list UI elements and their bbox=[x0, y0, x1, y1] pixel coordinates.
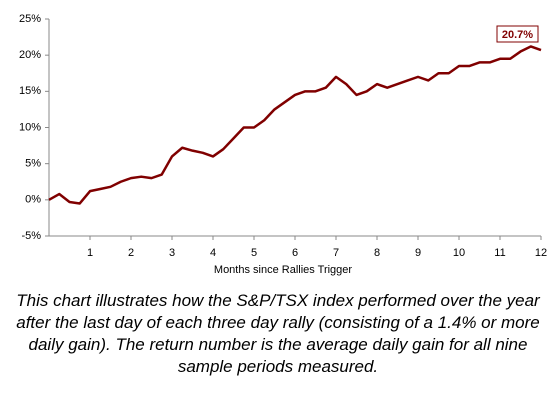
y-tick-label: 20% bbox=[19, 49, 41, 61]
x-tick-label: 12 bbox=[535, 247, 547, 259]
x-tick-label: 9 bbox=[415, 247, 421, 259]
x-tick-label: 1 bbox=[87, 247, 93, 259]
chart: Months since Rallies Trigger -5% 0% 5% 10% 1… bbox=[19, 13, 547, 276]
y-tick-label: 10% bbox=[19, 121, 41, 133]
caption: This chart illustrates how the S&P/TSX i… bbox=[16, 291, 540, 376]
line-series bbox=[48, 45, 542, 205]
x-tick-label: 7 bbox=[333, 247, 339, 259]
x-tick-label: 2 bbox=[128, 247, 134, 259]
x-tick-label: 3 bbox=[169, 247, 175, 259]
annotation-box bbox=[496, 25, 539, 43]
y-tick-label: 5% bbox=[25, 158, 41, 170]
y-tick-label: 25% bbox=[19, 13, 41, 25]
x-tick-label: 8 bbox=[374, 247, 380, 259]
x-tick-label: 5 bbox=[251, 247, 257, 259]
x-tick-label: 10 bbox=[453, 247, 465, 259]
y-tick-label: 15% bbox=[19, 85, 41, 97]
x-tick-label: 11 bbox=[494, 247, 505, 259]
x-tick-label: 4 bbox=[210, 247, 216, 259]
y-tick-label: -5% bbox=[21, 230, 41, 242]
y-tick-label: 0% bbox=[25, 194, 41, 206]
annotation-label: 20.7% bbox=[502, 29, 533, 41]
x-axis-label: Months since Rallies Trigger bbox=[214, 264, 353, 276]
x-tick-label: 6 bbox=[292, 247, 298, 259]
